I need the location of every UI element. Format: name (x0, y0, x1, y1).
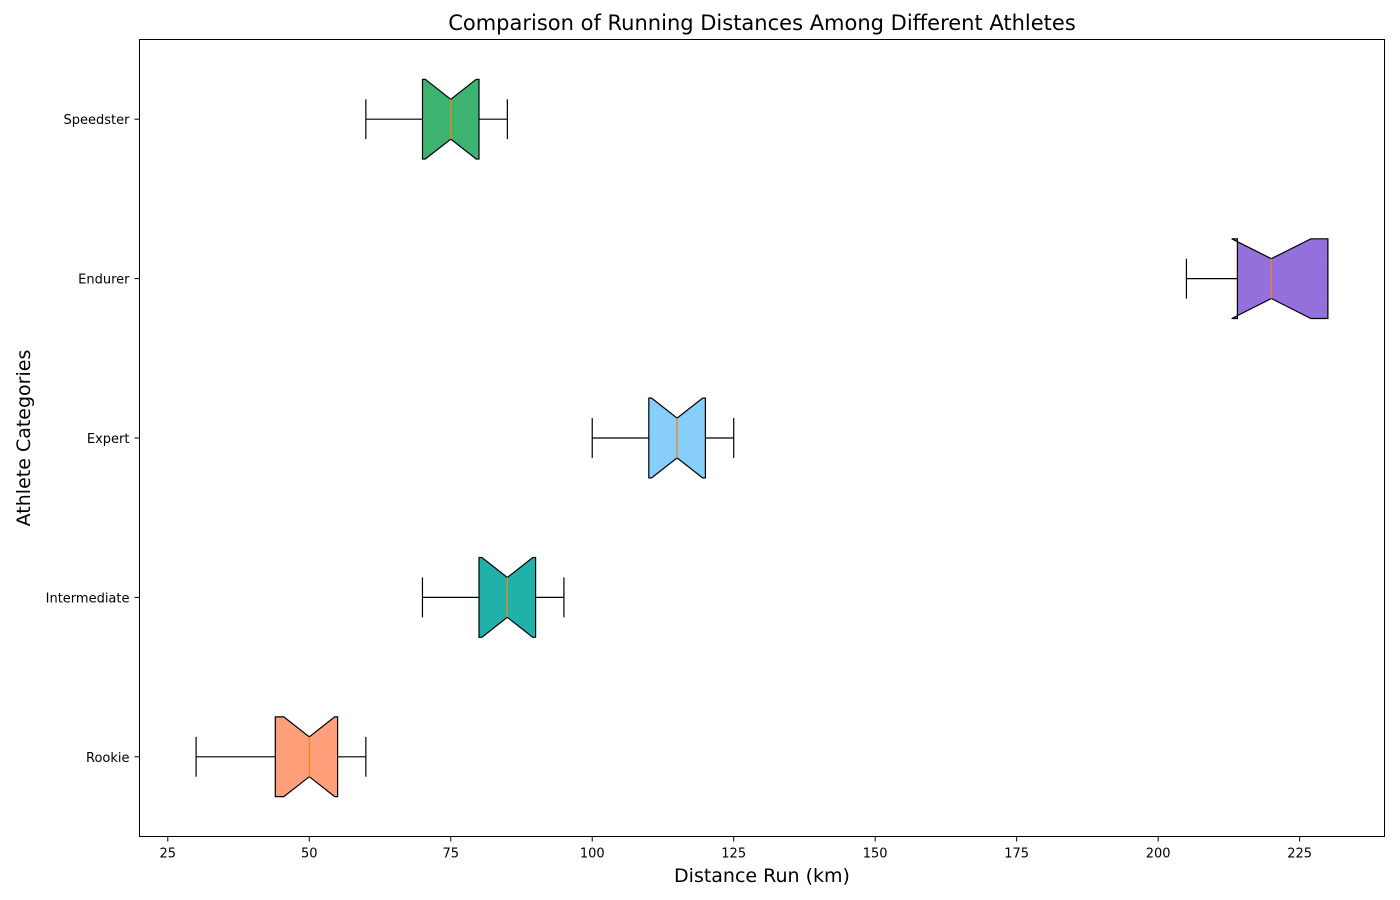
notched-box (274, 716, 339, 798)
x-axis-title: Distance Run (km) (674, 865, 850, 887)
notched-box (1231, 238, 1329, 320)
x-tick-label: 25 (160, 847, 177, 862)
box-expert (591, 397, 735, 479)
y-tick-label: Intermediate (46, 591, 130, 606)
box-endurer (1185, 238, 1329, 320)
y-axis-title: Athlete Categories (13, 350, 35, 527)
y-tick-label: Speedster (64, 113, 131, 128)
x-tick-label: 225 (1287, 847, 1312, 862)
y-tick-label: Endurer (78, 273, 130, 288)
x-tick-label: 200 (1146, 847, 1171, 862)
plot-area-frame (139, 39, 1385, 837)
x-tick-label: 50 (301, 847, 318, 862)
box-rookie (195, 716, 367, 798)
box-speedster (365, 78, 508, 160)
y-tick-label: Rookie (86, 751, 130, 766)
x-tick-label: 175 (1004, 847, 1029, 862)
x-tick-label: 100 (580, 847, 605, 862)
chart-title: Comparison of Running Distances Among Di… (448, 11, 1076, 35)
x-axis: 25 50 75 100 125 150 175 200 225 (160, 836, 1312, 862)
x-tick-label: 150 (863, 847, 888, 862)
x-tick-label: 125 (721, 847, 746, 862)
y-tick-label: Expert (87, 432, 130, 447)
box-series (195, 78, 1329, 798)
box-intermediate (421, 556, 565, 638)
x-tick-label: 75 (442, 847, 459, 862)
y-axis: Rookie Intermediate Expert Endurer Speedster (46, 113, 140, 766)
